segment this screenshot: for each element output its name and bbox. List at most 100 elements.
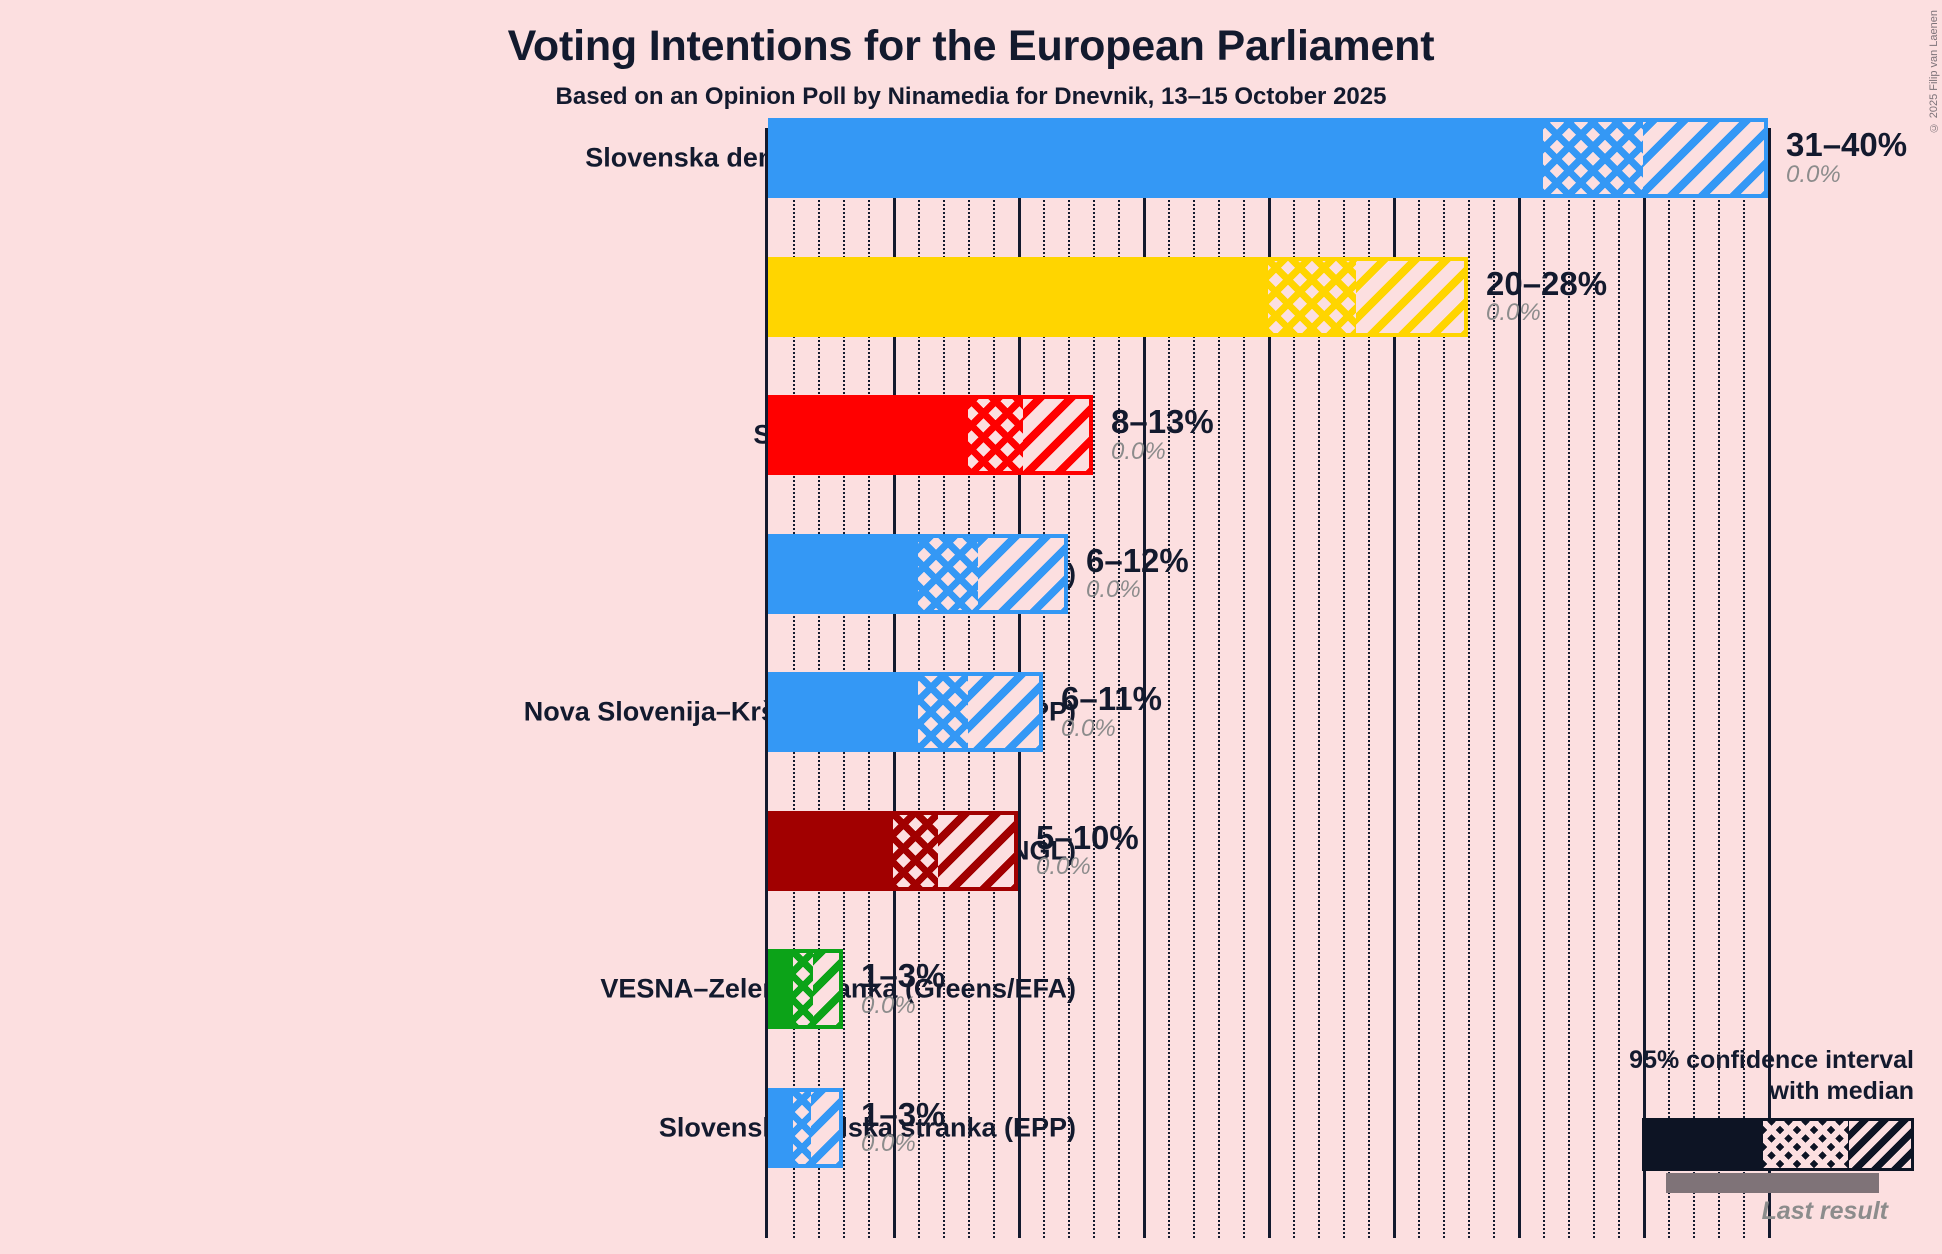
gridline-minor [1668, 128, 1670, 1238]
bar-segment-diagonal [1643, 118, 1768, 198]
bar-segment-solid [768, 533, 918, 614]
gridline-minor [1368, 128, 1370, 1238]
confidence-interval-bar[interactable] [768, 1087, 843, 1168]
gridline-minor [1343, 128, 1345, 1238]
gridline-minor [1168, 128, 1170, 1238]
value-range-label: 6–12% [1086, 541, 1189, 579]
gridline-major [1143, 128, 1146, 1238]
last-result-value: 0.0% [1486, 299, 1541, 327]
gridline-minor [1293, 128, 1295, 1238]
value-block: 6–12% 0.0% [1086, 543, 1189, 603]
gridline-minor [1218, 128, 1220, 1238]
gridline-major [1518, 128, 1521, 1238]
bar-segment-solid [768, 118, 1543, 198]
value-block: 31–40% 0.0% [1786, 128, 1907, 188]
party-label: Slovenska ljudska stranka (EPP) [658, 1112, 1076, 1142]
value-range-label: 8–13% [1111, 402, 1214, 440]
value-range-label: 20–28% [1486, 264, 1608, 302]
confidence-interval-bar[interactable] [768, 533, 1068, 614]
last-result-value: 0.0% [1086, 576, 1141, 604]
bar-segment-solid [768, 949, 793, 1029]
value-range-label: 1–3% [861, 1095, 946, 1133]
bar-segment-diagonal [1355, 256, 1468, 337]
confidence-interval-bar[interactable] [768, 949, 843, 1029]
bar-segment-diagonal [810, 1087, 843, 1168]
gridline-major [1268, 128, 1271, 1238]
value-block: 8–13% 0.0% [1111, 405, 1214, 465]
legend-last-result-bar [1666, 1173, 1879, 1193]
bar-segment-crosshatch [918, 672, 968, 752]
gridline-minor [1068, 128, 1070, 1238]
gridline-major [1768, 128, 1771, 1238]
plot-area: Slovenska demokratska stranka (EPP)31–40… [524, 118, 1907, 1238]
bar-segment-crosshatch [1268, 256, 1356, 337]
value-block: 6–11% 0.0% [1061, 682, 1162, 742]
bar-segment-crosshatch [968, 395, 1023, 475]
legend: 95% confidence interval with median Last… [1494, 1045, 1914, 1226]
value-range-label: 31–40% [1786, 125, 1908, 163]
gridline-minor [1593, 128, 1595, 1238]
confidence-interval-bar[interactable] [768, 256, 1468, 337]
bar-segment-solid [768, 1087, 793, 1168]
bar-segment-solid [768, 672, 918, 752]
gridline-minor [1418, 128, 1420, 1238]
gridline-major [1393, 128, 1396, 1238]
page-title: Voting Intentions for the European Parli… [507, 22, 1435, 70]
value-range-label: 1–3% [861, 956, 946, 994]
bar-segment-solid [768, 256, 1268, 337]
last-result-value: 0.0% [1036, 853, 1091, 881]
last-result-value: 0.0% [861, 991, 916, 1019]
value-block: 1–3% 0.0% [861, 959, 945, 1019]
gridline-minor [1468, 128, 1470, 1238]
value-block: 20–28% 0.0% [1486, 266, 1607, 326]
bar-segment-crosshatch [918, 533, 978, 614]
axis-zero-line [765, 128, 768, 1238]
gridline-minor [1493, 128, 1495, 1238]
last-result-value: 0.0% [1061, 714, 1116, 742]
last-result-value: 0.0% [1111, 437, 1166, 465]
gridline-minor [1718, 128, 1720, 1238]
confidence-interval-bar[interactable] [768, 395, 1093, 475]
value-block: 1–3% 0.0% [861, 1097, 945, 1157]
value-range-label: 6–11% [1061, 679, 1162, 717]
legend-crosshatch-segment [1763, 1121, 1849, 1168]
bar-segment-solid [768, 810, 893, 891]
legend-line-1: 95% confidence interval [1629, 1046, 1914, 1074]
bar-segment-diagonal [938, 810, 1018, 891]
bar-segment-crosshatch [1543, 118, 1643, 198]
gridline-minor [1743, 128, 1745, 1238]
gridline-minor [1043, 128, 1045, 1238]
bar-segment-crosshatch [793, 1087, 811, 1168]
bar-segment-diagonal [978, 533, 1068, 614]
bar-segment-crosshatch [793, 949, 813, 1029]
gridline-minor [1568, 128, 1570, 1238]
bar-segment-solid [768, 395, 968, 475]
gridline-minor [1093, 128, 1095, 1238]
legend-line-2: with median [1769, 1076, 1914, 1105]
bar-segment-diagonal [968, 672, 1043, 752]
value-range-label: 5–10% [1036, 818, 1139, 856]
gridline-minor [1243, 128, 1245, 1238]
bar-segment-crosshatch [893, 810, 938, 891]
gridline-minor [1443, 128, 1445, 1238]
gridline-minor [1543, 128, 1545, 1238]
gridline-minor [1618, 128, 1620, 1238]
page-subtitle: Based on an Opinion Poll by Ninamedia fo… [555, 83, 1387, 110]
legend-interval-bar [1642, 1118, 1914, 1171]
confidence-interval-bar[interactable] [768, 810, 1018, 891]
legend-last-result-label: Last result [1761, 1197, 1888, 1225]
bar-segment-diagonal [1023, 395, 1093, 475]
gridline-minor [1118, 128, 1120, 1238]
last-result-value: 0.0% [1786, 160, 1841, 188]
copyright-notice: © 2025 Filip van Laenen [1928, 10, 1940, 134]
confidence-interval-bar[interactable] [768, 672, 1043, 752]
gridline-minor [1693, 128, 1695, 1238]
bar-segment-diagonal [813, 949, 843, 1029]
gridline-minor [1318, 128, 1320, 1238]
legend-diagonal-segment [1848, 1121, 1911, 1168]
last-result-value: 0.0% [861, 1130, 916, 1158]
gridline-major [1643, 128, 1646, 1238]
value-block: 5–10% 0.0% [1036, 820, 1139, 880]
confidence-interval-bar[interactable] [768, 118, 1768, 198]
